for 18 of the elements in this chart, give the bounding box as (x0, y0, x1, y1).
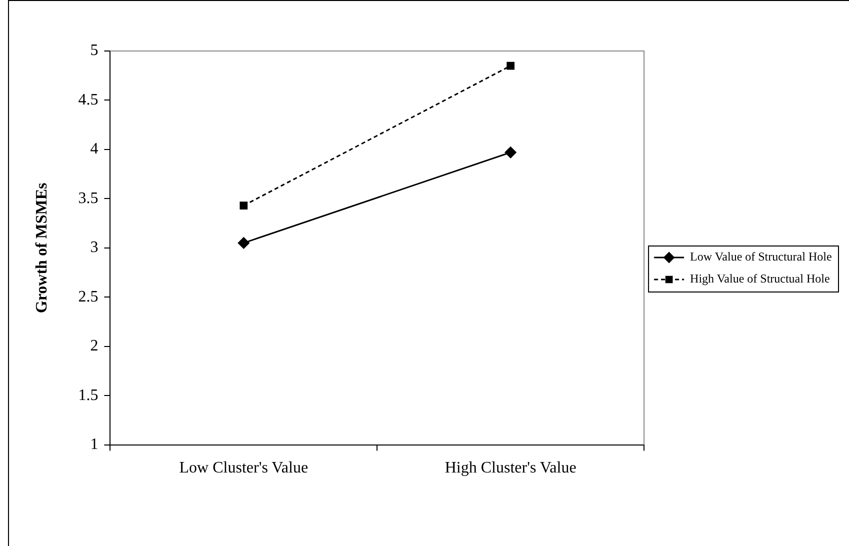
point (504, 146, 516, 158)
y-tick-label: 5 (90, 42, 98, 60)
y-tick-label: 2.5 (78, 288, 98, 306)
y-axis-title: Growth of MSMEs (34, 182, 51, 314)
y-tick-label: 4 (90, 140, 98, 158)
point (238, 237, 250, 249)
point (240, 202, 248, 210)
y-tick-label: 3.5 (78, 190, 98, 207)
y-tick-label: 4.5 (78, 91, 98, 108)
y-tick-label: 1 (90, 436, 98, 454)
legend-label: High Value of Structual Hole (690, 272, 830, 286)
y-tick-label: 1.5 (78, 386, 98, 404)
x-tick-label: Low Cluster's Value (179, 460, 308, 477)
point (506, 62, 515, 70)
y-tick-label: 2 (90, 338, 98, 355)
y-tick-label: 3 (90, 239, 98, 256)
legend-label: Low Value of Structural Hole (690, 250, 832, 264)
x-tick-label: High Cluster's Value (444, 460, 576, 477)
